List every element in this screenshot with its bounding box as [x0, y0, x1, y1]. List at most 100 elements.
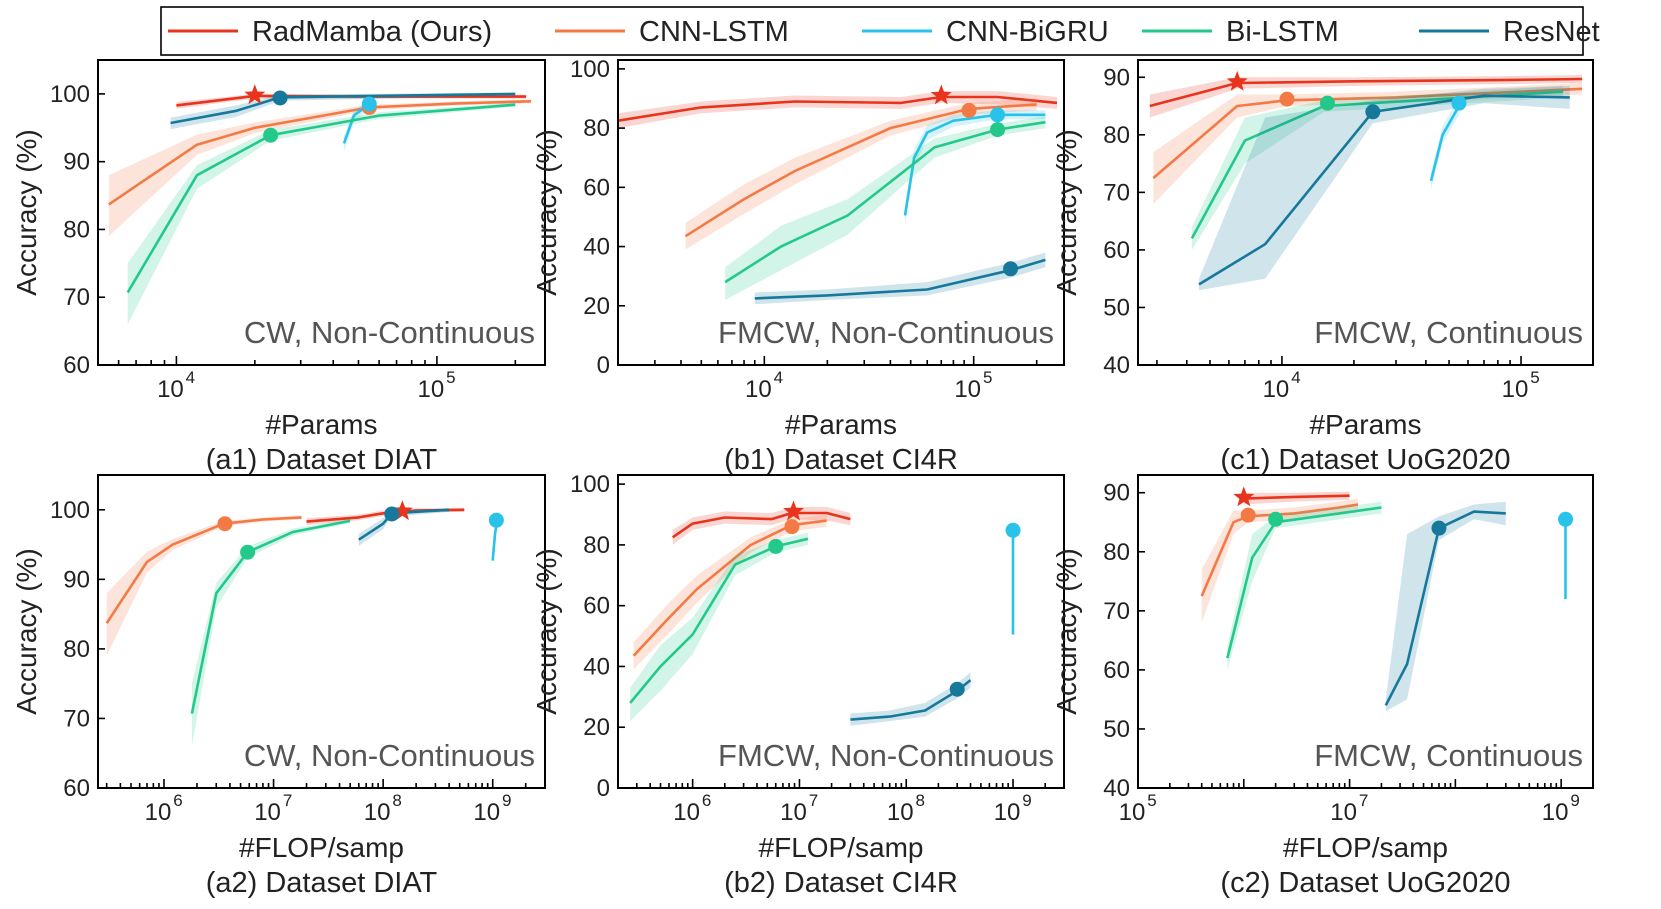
plot-area — [1149, 75, 1583, 291]
y-tick-label: 100 — [570, 56, 610, 83]
panel-annotation: FMCW, Non-Continuous — [718, 738, 1054, 773]
x-tick-label: 10 — [780, 799, 807, 826]
panel-caption: (b2) Dataset CI4R — [724, 867, 958, 899]
x-axis-label: #FLOP/samp — [759, 832, 924, 863]
x-tick-exponent: 4 — [186, 368, 195, 387]
marker-cnn-lstm — [217, 516, 233, 532]
marker-cnn-bigru — [361, 96, 377, 112]
y-tick-label: 20 — [583, 714, 610, 741]
x-tick-label: 10 — [145, 799, 172, 826]
y-tick-label: 60 — [583, 174, 610, 201]
plot-area — [108, 92, 532, 325]
y-tick-label: 60 — [583, 593, 610, 620]
line-radmamba-ours — [671, 511, 851, 539]
band-resnet — [1199, 85, 1570, 291]
marker-cnn-lstm — [1240, 507, 1256, 523]
y-tick-label: 40 — [1103, 775, 1130, 802]
marker-cnn-lstm — [784, 519, 800, 535]
x-tick-exponent: 5 — [1147, 791, 1156, 810]
line-cnn-lstm — [105, 516, 302, 624]
y-tick-label: 40 — [583, 653, 610, 680]
y-tick-label: 0 — [597, 775, 610, 802]
axis-frame — [617, 474, 1065, 789]
y-tick-label: 100 — [50, 497, 90, 524]
x-tick-label: 10 — [418, 376, 445, 403]
marker-bi-lstm — [240, 544, 256, 560]
line-bi-lstm — [190, 519, 351, 714]
band-cnn-lstm — [108, 99, 532, 237]
x-tick-label: 10 — [954, 376, 981, 403]
line-radmamba-ours — [1149, 77, 1583, 108]
x-tick-exponent: 7 — [809, 791, 818, 810]
panel-caption: (a1) Dataset DIAT — [206, 444, 438, 476]
y-tick-label: 80 — [1103, 539, 1130, 566]
x-tick-exponent: 8 — [916, 791, 925, 810]
band-cnn-lstm — [106, 515, 302, 656]
band-bi-lstm — [191, 518, 351, 747]
x-tick-exponent: 9 — [502, 791, 511, 810]
x-tick-label: 10 — [473, 799, 500, 826]
y-tick-label: 40 — [583, 234, 610, 261]
y-tick-label: 90 — [63, 566, 90, 593]
y-axis-label: Accuracy (%) — [531, 548, 562, 714]
band-bi-lstm — [1227, 501, 1382, 670]
plot-area — [105, 507, 499, 747]
x-tick-label: 10 — [994, 799, 1021, 826]
y-tick-label: 70 — [63, 284, 90, 311]
axis-frame — [617, 59, 1065, 366]
y-tick-label: 80 — [583, 115, 610, 142]
x-tick-exponent: 6 — [173, 791, 182, 810]
marker-resnet — [1003, 261, 1019, 277]
band-resnet — [170, 92, 516, 130]
marker-cnn-bigru — [1005, 522, 1021, 538]
marker-cnn-bigru — [488, 512, 504, 528]
band-resnet — [850, 672, 971, 726]
x-tick-exponent: 5 — [1530, 368, 1539, 387]
legend-label: ResNet — [1503, 16, 1600, 48]
band-bi-lstm — [1191, 85, 1564, 250]
x-tick-exponent: 6 — [702, 791, 711, 810]
marker-bi-lstm — [263, 127, 279, 143]
band-bi-lstm — [630, 532, 808, 722]
band-resnet — [1385, 501, 1506, 712]
y-tick-label: 40 — [1103, 352, 1130, 379]
x-tick-exponent: 9 — [1570, 791, 1579, 810]
marker-bi-lstm — [1268, 511, 1284, 527]
line-cnn-lstm — [108, 100, 532, 206]
x-tick-label: 10 — [745, 376, 772, 403]
x-axis-label: #Params — [265, 409, 377, 440]
y-tick-label: 60 — [63, 775, 90, 802]
y-tick-label: 60 — [63, 352, 90, 379]
panel-annotation: FMCW, Continuous — [1314, 738, 1583, 773]
axis-frame — [1137, 59, 1594, 366]
panel-annotation: CW, Non-Continuous — [244, 738, 535, 773]
legend-label: Bi-LSTM — [1226, 16, 1339, 48]
panel-annotation: FMCW, Continuous — [1314, 315, 1583, 350]
marker-resnet — [1365, 104, 1381, 120]
y-tick-label: 50 — [1103, 716, 1130, 743]
marker-cnn-bigru — [1558, 511, 1574, 527]
x-tick-exponent: 5 — [446, 368, 455, 387]
marker-bi-lstm — [1319, 95, 1335, 111]
y-tick-label: 80 — [1103, 122, 1130, 149]
band-cnn-lstm — [1153, 83, 1583, 204]
marker-bi-lstm — [768, 538, 784, 554]
y-tick-label: 60 — [1103, 237, 1130, 264]
y-tick-label: 90 — [63, 149, 90, 176]
x-tick-label: 10 — [1119, 799, 1146, 826]
marker-resnet — [1431, 520, 1447, 536]
line-cnn-lstm — [1152, 87, 1583, 179]
marker-bi-lstm — [990, 122, 1006, 138]
line-cnn-lstm — [684, 103, 1037, 238]
y-tick-label: 20 — [583, 293, 610, 320]
marker-radmamba-ours — [1226, 70, 1248, 91]
band-bi-lstm — [127, 102, 516, 325]
marker-resnet — [384, 506, 400, 522]
y-tick-label: 60 — [1103, 657, 1130, 684]
x-tick-label: 10 — [673, 799, 700, 826]
line-resnet — [170, 92, 516, 125]
x-tick-exponent: 7 — [1359, 791, 1368, 810]
